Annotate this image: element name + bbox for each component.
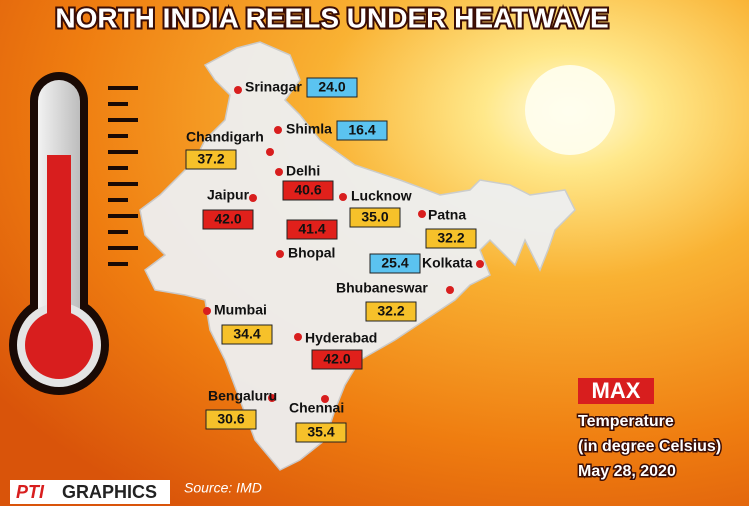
city-dot [203,307,211,315]
legend-date: May 28, 2020 [578,463,676,480]
city-name: Patna [428,207,466,223]
value-box [202,209,254,230]
city-name: Chennai [289,400,344,416]
sun [525,65,615,155]
city-dot [276,250,284,258]
city-dot [234,86,242,94]
city-dot [418,210,426,218]
city-value: 32.2 [377,303,404,319]
footer-box [10,480,170,504]
value-box [336,120,388,141]
city-dot [249,194,257,202]
footer-brand: PTI [16,482,45,502]
city-value: 32.2 [437,230,464,246]
value-box [311,349,363,370]
city-name: Chandigarh [186,129,264,145]
city-value: 37.2 [197,151,224,167]
footer-source: Source: IMD [184,480,262,496]
city-dot [339,193,347,201]
city-name: Bengaluru [208,388,277,404]
value-box [306,77,358,98]
city-value: 42.0 [323,351,350,367]
legend-badge-box [578,378,654,404]
city-dot [266,148,274,156]
city-value: 25.4 [381,255,408,271]
city-value: 34.4 [233,326,260,342]
value-box [425,228,477,249]
value-box [221,324,273,345]
india-map [139,41,576,471]
legend-line2: (in degree Celsius) [578,438,721,455]
legend-badge: MAX [592,378,641,403]
city-dot [294,333,302,341]
value-box [282,180,334,201]
value-box [365,301,417,322]
city-name: Mumbai [214,302,267,318]
city-dot [476,260,484,268]
city-value: 35.4 [307,424,334,440]
city-value: 42.0 [214,211,241,227]
city-name: Bhubaneswar [336,280,428,296]
city-name: Kolkata [422,255,473,271]
value-box [205,409,257,430]
city-dot [274,126,282,134]
value-box [295,422,347,443]
city-name: Delhi [286,163,320,179]
city-dot [275,168,283,176]
city-name: Hyderabad [305,330,377,346]
city-name: Lucknow [351,188,412,204]
value-box [185,149,237,170]
city-value: 35.0 [361,209,388,225]
city-dot [446,286,454,294]
city-value: 16.4 [348,122,375,138]
value-box [349,207,401,228]
city-name: Shimla [286,121,332,137]
city-value: 30.6 [217,411,244,427]
value-box [369,253,421,274]
value-box [286,219,338,240]
legend-line1: Temperature [578,413,674,430]
city-name: Srinagar [245,79,302,95]
city-dot [321,395,329,403]
city-value: 40.6 [294,182,321,198]
city-name: Bhopal [288,245,335,261]
city-dot [268,394,276,402]
cities: Srinagar 24.0 Shimla 16.4 Chandigarh 37.2 Delh… [185,77,484,443]
city-name: Jaipur [207,187,250,203]
thermometer [9,72,138,395]
city-value: 41.4 [298,221,325,237]
footer-label: GRAPHICS [62,482,157,502]
title: NORTH INDIA REELS UNDER HEATWAVE [55,2,608,33]
city-value: 24.0 [318,79,345,95]
